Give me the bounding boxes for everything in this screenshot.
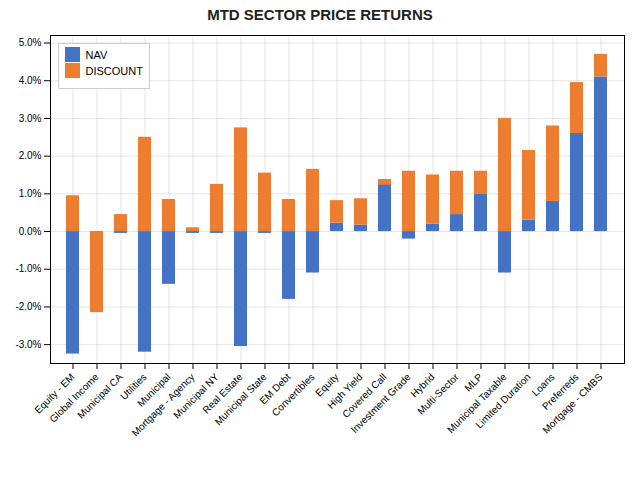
svg-text:Municipal CA: Municipal CA: [75, 371, 125, 421]
svg-text:Real Estate: Real Estate: [200, 371, 245, 416]
svg-text:MLP: MLP: [462, 371, 485, 394]
html-text:MTD SECTOR PRICE RETURNS: MTD SECTOR PRICE RETURNS: [207, 6, 433, 23]
svg-text:Convertibles: Convertibles: [270, 371, 317, 418]
svg-text:Hybrid: Hybrid: [408, 371, 437, 400]
svg-text:Loans: Loans: [529, 371, 557, 399]
svg-text:Mortgage - CMBS: Mortgage - CMBS: [540, 371, 605, 436]
svg-text:Covered Call: Covered Call: [340, 371, 389, 420]
svg-text:High Yield: High Yield: [325, 371, 365, 411]
svg-text:Equity - EM: Equity - EM: [32, 371, 77, 416]
svg-text:-2.0%: -2.0%: [15, 301, 41, 312]
svg-text:EM Debt: EM Debt: [257, 371, 293, 407]
svg-text:Utilities: Utilities: [118, 371, 149, 402]
svg-text:Municipal Taxable: Municipal Taxable: [444, 371, 509, 436]
svg-text:0.0%: 0.0%: [19, 226, 42, 237]
svg-text:-3.0%: -3.0%: [15, 339, 41, 350]
svg-text:Investment Grade: Investment Grade: [349, 371, 413, 435]
html-text:DISCOUNT: DISCOUNT: [85, 64, 143, 77]
svg-text:2.0%: 2.0%: [19, 150, 42, 161]
svg-text:4.0%: 4.0%: [19, 75, 42, 86]
svg-text:5.0%: 5.0%: [19, 37, 42, 48]
html-text:NAV: NAV: [85, 48, 108, 61]
svg-text:Municipal NY: Municipal NY: [171, 371, 221, 421]
svg-text:3.0%: 3.0%: [19, 113, 42, 124]
svg-text:Equity: Equity: [313, 371, 341, 399]
svg-text:1.0%: 1.0%: [19, 188, 42, 199]
svg-text:Global Income: Global Income: [47, 371, 101, 425]
svg-text:Multi-Sector: Multi-Sector: [415, 371, 461, 417]
svg-text:Preferreds: Preferreds: [539, 371, 581, 412]
svg-text:-1.0%: -1.0%: [15, 263, 41, 274]
svg-text:Municipal State: Municipal State: [212, 371, 269, 428]
svg-text:Limited Duration: Limited Duration: [473, 371, 532, 430]
svg-text:Municipal: Municipal: [135, 371, 173, 409]
svg-text:Mortgage - Agency: Mortgage - Agency: [129, 371, 197, 439]
